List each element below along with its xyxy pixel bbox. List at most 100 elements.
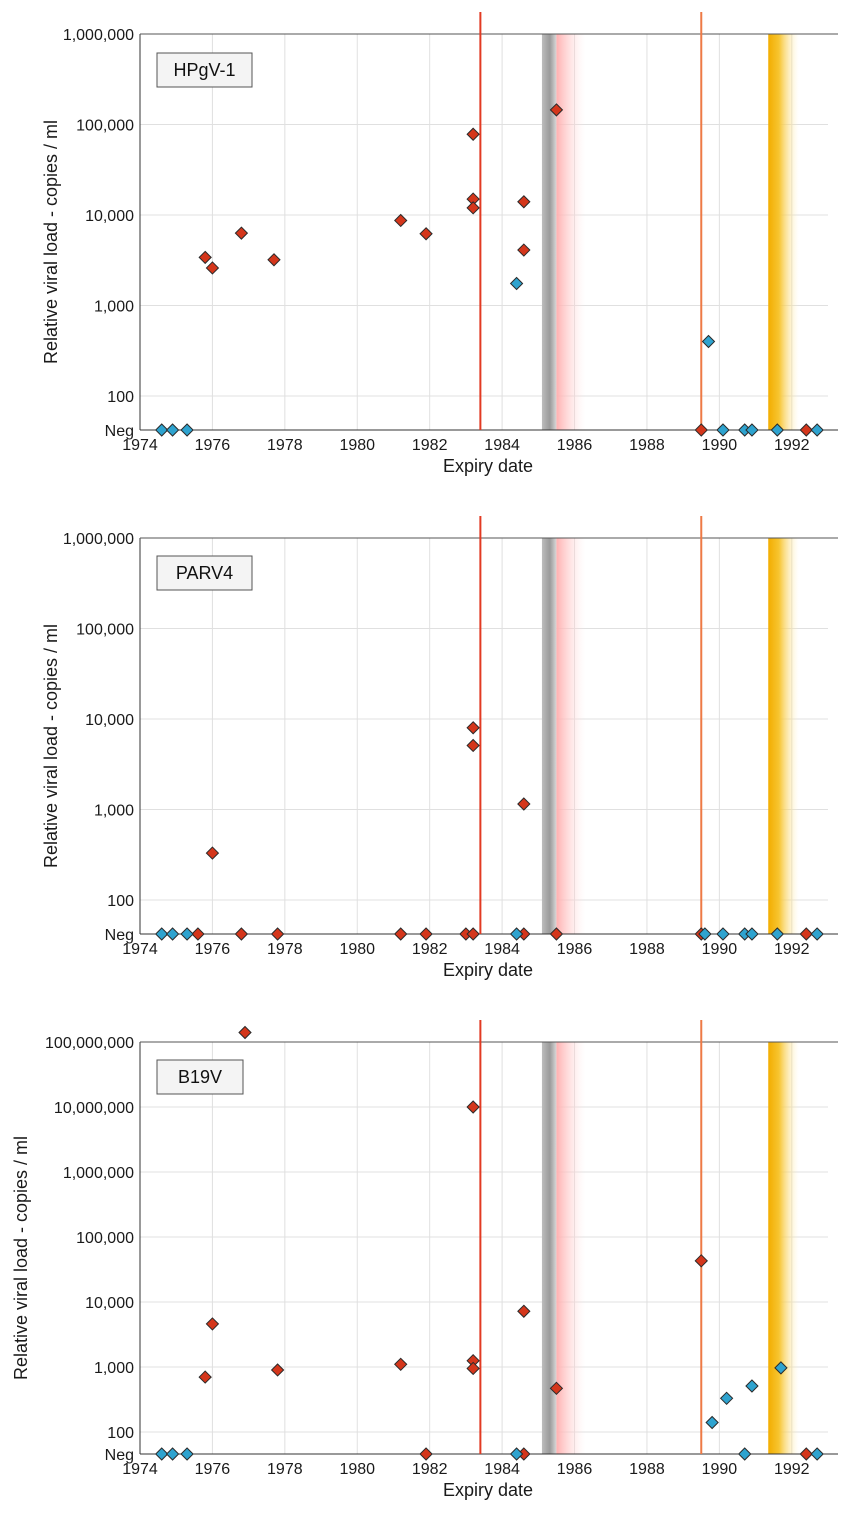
chart-panel-1: 1974 1976 1978 1980 1982 1984 1986 1988 1990 1992… [41,12,838,476]
x-axis-title: Expiry date [443,960,533,980]
pink-band [556,538,586,934]
negative-data-point [180,927,194,941]
y-tick-label: 100,000 [76,1230,134,1247]
positive-data-point [205,261,220,275]
x-axis-title: Expiry date [443,456,533,476]
negative-data-point [810,423,824,437]
positive-data-point [234,226,249,240]
negative-data-point [738,1447,752,1461]
negative-data-point [155,927,169,941]
negative-data-point [716,423,730,437]
positive-data-point [270,927,285,941]
x-tick-label: 1988 [629,941,665,958]
negative-data-point [509,276,524,291]
positive-data-point [466,201,480,215]
negative-data-point [155,1447,169,1461]
positive-data-point [419,1447,433,1461]
x-tick-label: 1980 [339,1461,375,1478]
y-tick-neg-label: Neg [105,423,134,440]
positive-data-point [270,1363,285,1377]
x-tick-label: 1986 [557,941,593,958]
negative-data-point [745,423,759,437]
positive-data-point [267,253,281,267]
negative-data-point [509,927,524,941]
positive-data-point [517,243,531,257]
grey-band [541,34,557,430]
x-tick-label: 1990 [702,1461,738,1478]
positive-data-point [799,927,813,941]
x-tick-label: 1984 [484,1461,520,1478]
y-axis-title: Relative viral load - copies / ml [41,120,61,364]
panel-label-box [156,1059,244,1095]
positive-data-point [419,927,433,941]
gold-band [768,34,800,430]
x-tick-label: 1984 [484,941,520,958]
x-tick-label: 1990 [702,941,738,958]
negative-data-point [180,423,194,437]
plot-area [140,34,828,430]
negative-data-point [745,1379,759,1393]
panel-label: HPgV-1 [173,60,235,80]
x-tick-label: 1982 [412,941,448,958]
y-axis-title: Relative viral load - copies / ml [41,624,61,868]
positive-data-point [466,1361,480,1376]
x-tick-label: 1982 [412,1461,448,1478]
negative-data-point [165,1447,180,1461]
x-tick-label: 1988 [629,1461,665,1478]
gold-band [768,1042,800,1454]
positive-data-point [694,1254,708,1268]
pink-band [556,1042,586,1454]
x-tick-label: 1986 [557,1461,593,1478]
grey-band [541,1042,557,1454]
positive-data-point [394,1357,408,1372]
negative-data-point [745,927,759,941]
positive-data-point [394,213,408,228]
y-tick-label: 1,000 [94,1360,134,1377]
y-axis-title: Relative viral load - copies / ml [11,1136,31,1380]
negative-data-point [770,927,785,941]
negative-data-point [705,1415,719,1430]
positive-data-point [466,927,480,941]
x-tick-label: 1978 [267,1461,303,1478]
y-tick-label: 10,000 [85,712,134,729]
positive-data-point [549,1381,564,1396]
y-tick-label: 100 [107,389,134,406]
x-tick-label: 1986 [557,437,593,454]
x-axis-title: Expiry date [443,1480,533,1500]
negative-data-point [180,1447,194,1461]
x-tick-label: 1976 [195,1461,231,1478]
x-tick-label: 1976 [195,941,231,958]
negative-data-point [770,423,785,437]
negative-data-point [165,927,180,941]
x-tick-label: 1992 [774,941,810,958]
y-tick-label: 10,000 [85,1295,134,1312]
positive-data-point [466,738,480,753]
pink-band [556,34,586,430]
grey-band [541,538,557,934]
y-tick-label: 100,000,000 [45,1035,134,1052]
x-tick-label: 1990 [702,437,738,454]
negative-data-point [509,1447,524,1461]
x-tick-label: 1984 [484,437,520,454]
x-tick-label: 1974 [122,1461,158,1478]
panel-label-box [156,52,253,88]
x-tick-label: 1992 [774,437,810,454]
y-tick-label: 100 [107,893,134,910]
y-tick-label: 1,000,000 [63,27,134,44]
x-tick-label: 1992 [774,1461,810,1478]
positive-data-point [549,927,564,941]
positive-data-point [549,103,564,117]
positive-data-point [238,1025,252,1040]
y-tick-label: 10,000 [85,208,134,225]
positive-data-point [466,1100,480,1114]
x-tick-label: 1980 [339,941,375,958]
positive-data-point [394,927,408,941]
positive-data-point [694,423,708,437]
x-tick-label: 1982 [412,437,448,454]
positive-data-point [198,1370,212,1384]
x-tick-label: 1988 [629,437,665,454]
positive-data-point [205,1317,220,1331]
y-tick-label: 100 [107,1425,134,1442]
